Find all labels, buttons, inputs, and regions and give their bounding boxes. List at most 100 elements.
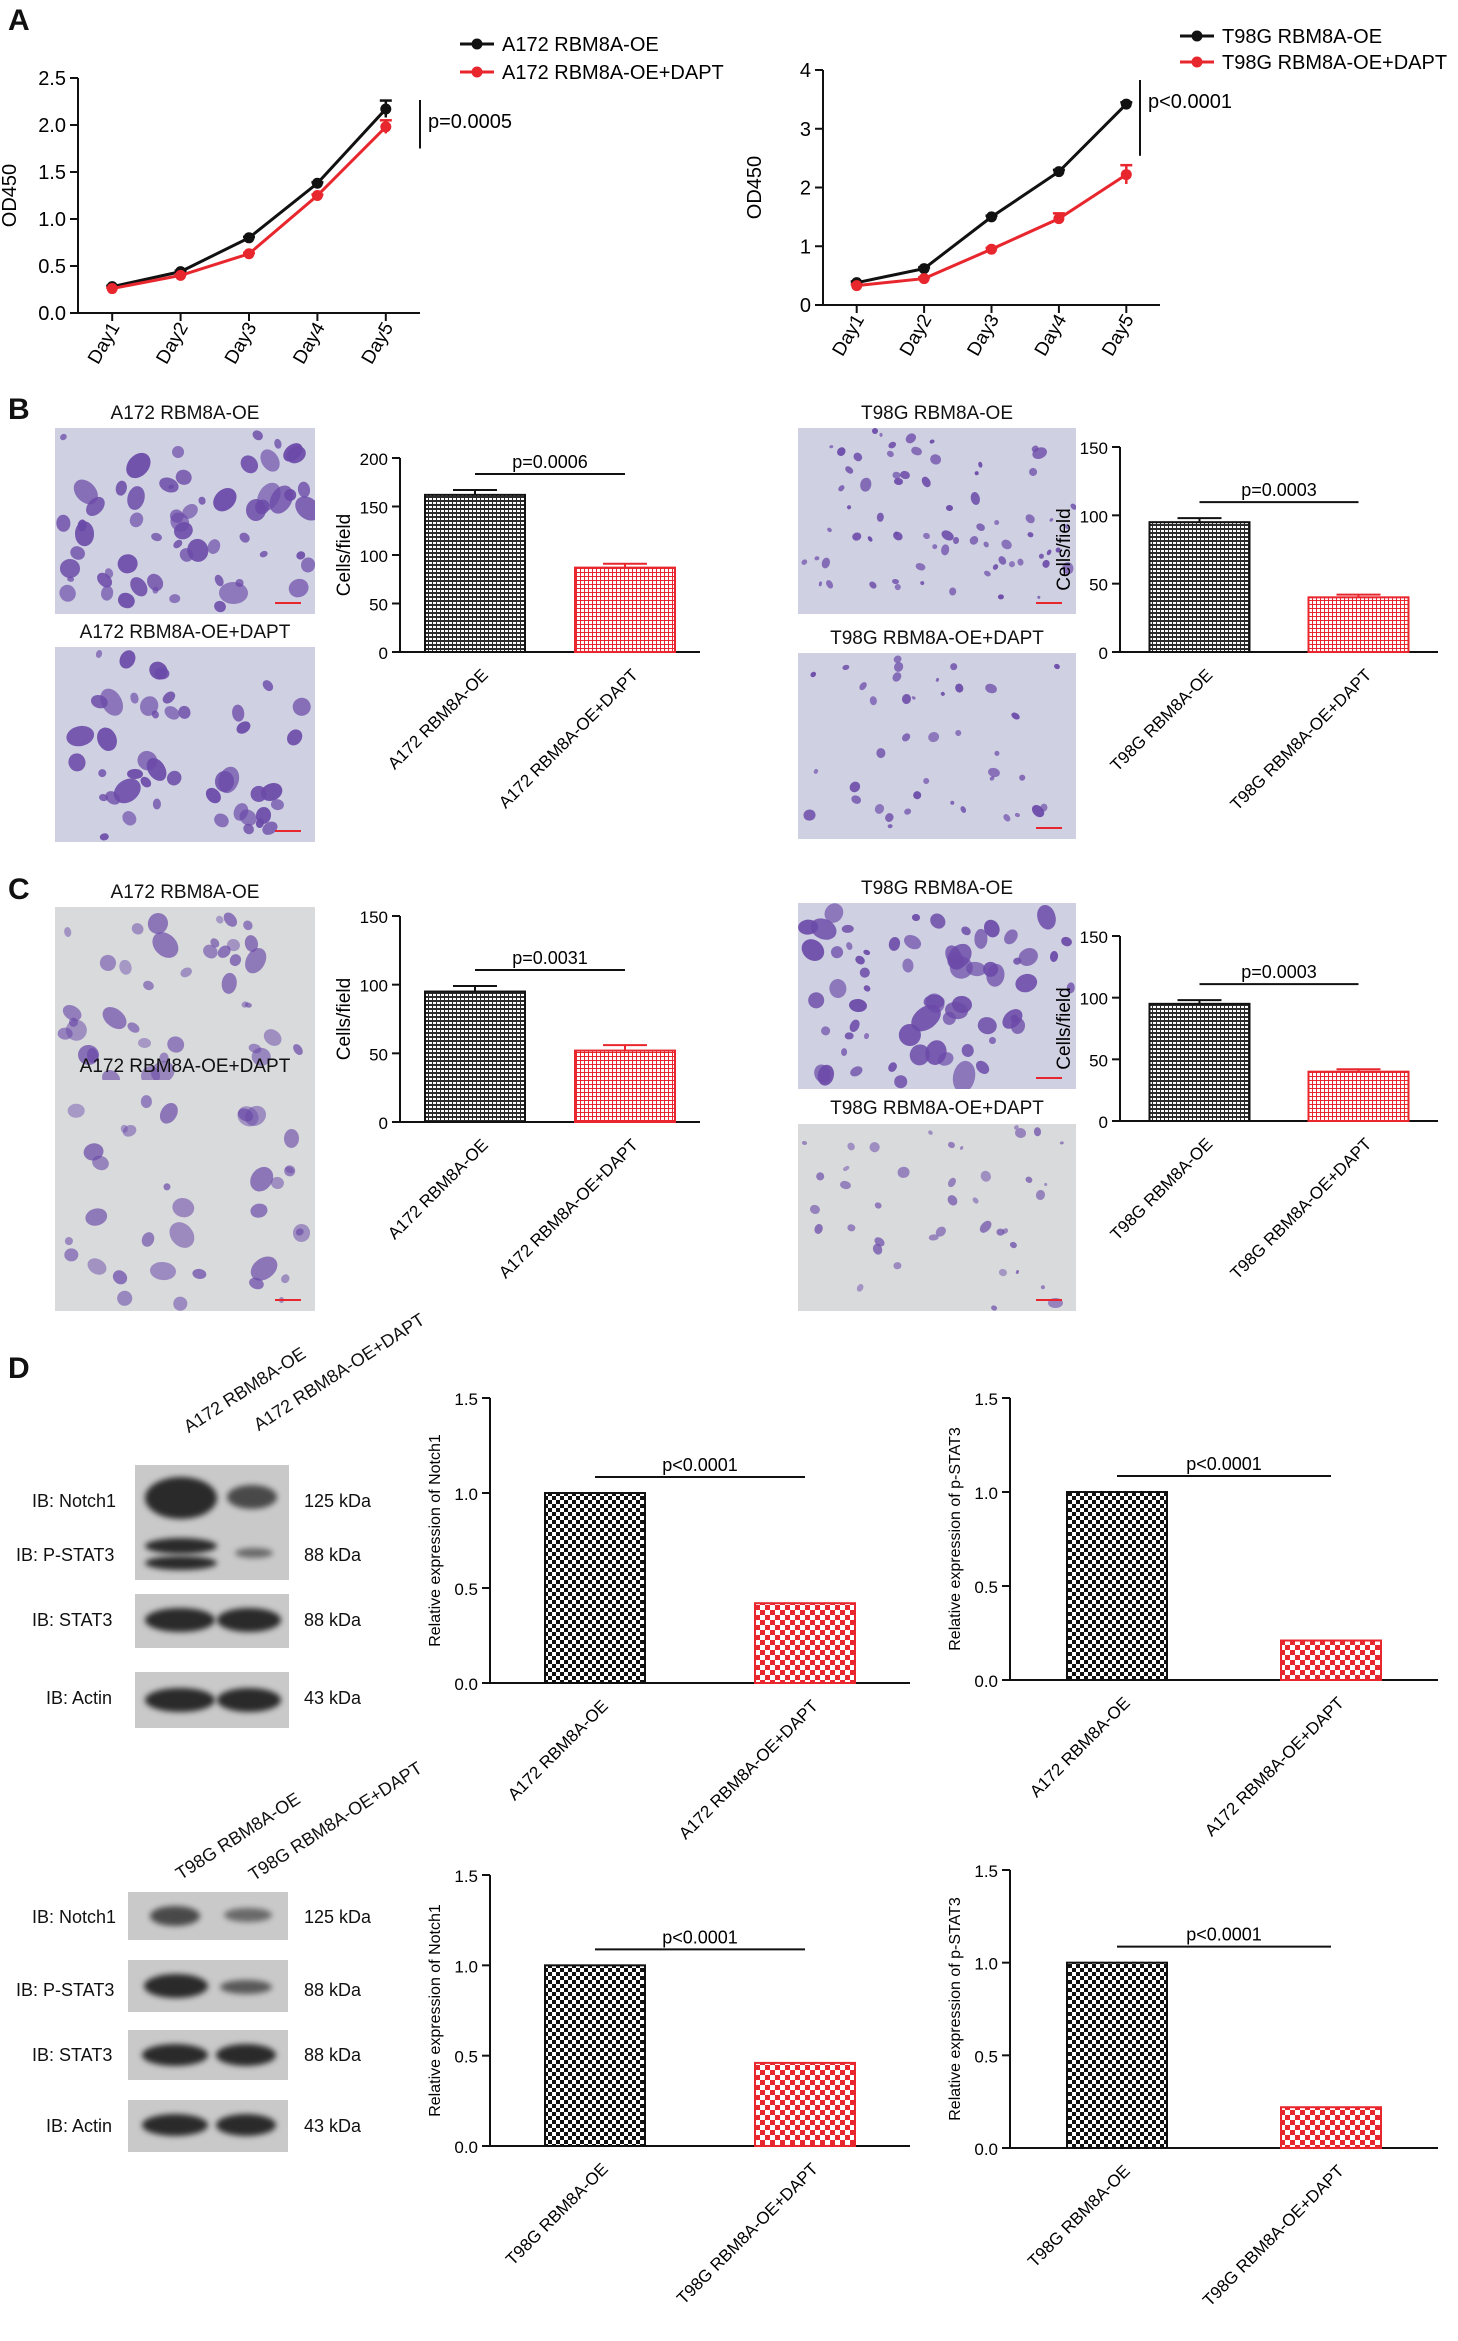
A2-legend-marker-1	[1191, 56, 1203, 68]
B1-ytick-label-3: 150	[360, 499, 388, 518]
A2-series-1-point-0	[851, 280, 863, 292]
D2-ytick-label-1: 0.5	[974, 1578, 998, 1597]
micro-image-c4	[798, 1124, 1076, 1311]
A2-series-0-point-3	[1053, 166, 1065, 178]
D4-ytick-label-3: 1.5	[974, 1862, 998, 1881]
B1-ytick-label-1: 50	[369, 596, 388, 615]
C1-ylabel: Cells/field	[334, 978, 355, 1060]
blot2-kda-stat3: 88 kDa	[304, 2045, 362, 2065]
D4-xtick-label-0: T98G RBM8A-OE	[1024, 2161, 1134, 2271]
blot2-kda-notch1: 125 kDa	[304, 1907, 372, 1927]
D4-ytick-label-2: 1.0	[974, 1955, 998, 1974]
D2-ylabel: Relative expression of p-STAT3	[947, 1427, 964, 1651]
D2-xtick-label-1: A172 RBM8A-OE+DAPT	[1201, 1693, 1348, 1840]
D1-xtick-label-1: A172 RBM8A-OE+DAPT	[675, 1696, 822, 1843]
D3-bar-0	[544, 1964, 646, 2148]
micro-label-b4: T98G RBM8A-OE+DAPT	[830, 628, 1044, 649]
D3-xtick-label-1: T98G RBM8A-OE+DAPT	[673, 2159, 822, 2308]
D4-ytick-label-1: 0.5	[974, 2047, 998, 2066]
D1-ytick-label-1: 0.5	[454, 1580, 478, 1599]
B1-pvalue: p=0.0006	[512, 452, 588, 472]
D2-xtick-label-0: A172 RBM8A-OE	[1026, 1693, 1134, 1801]
D4-ylabel: Relative expression of p-STAT3	[947, 1897, 964, 2121]
B2-ytick-label-3: 150	[1080, 439, 1108, 458]
A2-xtick-label-3: Day4	[1031, 311, 1072, 360]
micro-image-b2	[55, 647, 315, 842]
C1-pvalue: p=0.0031	[512, 948, 588, 968]
blot2-row-label-stat3: IB: STAT3	[32, 2045, 113, 2065]
A1-xtick-label-1: Day2	[153, 319, 193, 368]
A1-ytick-label-5: 2.5	[38, 68, 66, 90]
blot2-box-notch1	[128, 1892, 288, 1940]
A2-series-1-line	[856, 173, 1128, 288]
blot1-box-actin	[135, 1672, 289, 1728]
panel-letter-c: C	[8, 873, 30, 906]
blot1-kda-stat3: 88 kDa	[304, 1610, 362, 1630]
A1-xtick-label-2: Day3	[221, 319, 261, 368]
A2-ytick-label-2: 2	[800, 178, 811, 200]
D3-bar-1	[754, 2061, 856, 2147]
A2-xtick-label-2: Day3	[963, 311, 1003, 360]
micro-label-c1: A172 RBM8A-OE	[110, 882, 260, 903]
C2-pvalue: p=0.0003	[1241, 962, 1317, 982]
blot1-row-label-actin: IB: Actin	[46, 1688, 113, 1708]
D1-pvalue: p<0.0001	[662, 1455, 738, 1475]
blot1-kda-pstat3: 88 kDa	[304, 1545, 362, 1565]
micro-label-c4: T98G RBM8A-OE+DAPT	[830, 1098, 1044, 1119]
D2-bar-1	[1280, 1639, 1382, 1682]
B1-ytick-label-2: 100	[360, 547, 388, 566]
C1-ytick-label-3: 150	[360, 908, 388, 927]
C2-ylabel: Cells/field	[1054, 987, 1075, 1069]
B2-xtick-label-1: T98G RBM8A-OE+DAPT	[1227, 665, 1376, 814]
D3-ytick-label-0: 0.0	[454, 2138, 478, 2157]
C1-xtick-label-0: A172 RBM8A-OE	[384, 1135, 492, 1243]
micro-label-b2: A172 RBM8A-OE+DAPT	[79, 622, 291, 643]
C2-ytick-label-2: 100	[1080, 990, 1108, 1009]
micro-label-b1: A172 RBM8A-OE	[110, 403, 260, 424]
micro-label-c2: A172 RBM8A-OE+DAPT	[79, 1056, 291, 1077]
B1-bar-1	[574, 566, 676, 653]
blot2-box-actin	[128, 2100, 288, 2152]
A2-series-1-point-3	[1053, 213, 1065, 225]
B1-bar-0	[424, 493, 526, 653]
C1-ytick-label-2: 100	[360, 977, 388, 996]
C2-ytick-label-3: 150	[1080, 928, 1108, 947]
blot1-row-label-stat3: IB: STAT3	[32, 1610, 113, 1630]
A2-xtick-label-0: Day1	[829, 311, 869, 360]
A1-ytick-label-2: 1.0	[38, 209, 66, 231]
blot1-kda-actin: 43 kDa	[304, 1688, 362, 1708]
A2-series-0-line	[856, 103, 1128, 285]
C2-bar-0	[1148, 1002, 1251, 1122]
A1-series-1-point-3	[311, 190, 323, 201]
A1-ytick-label-4: 2.0	[38, 115, 66, 137]
D3-pvalue: p<0.0001	[662, 1927, 738, 1947]
B2-ytick-label-0: 0	[1099, 644, 1108, 663]
A2-ytick-label-3: 3	[800, 119, 811, 141]
D2-bar-0	[1066, 1491, 1168, 1681]
D3-ytick-label-3: 1.5	[454, 1867, 478, 1886]
A1-xtick-label-0: Day1	[84, 319, 124, 368]
C1-ytick-label-0: 0	[379, 1114, 388, 1133]
C2-xtick-label-1: T98G RBM8A-OE+DAPT	[1227, 1134, 1376, 1283]
A1-xtick-label-3: Day4	[289, 319, 330, 368]
C1-xtick-label-1: A172 RBM8A-OE+DAPT	[495, 1135, 642, 1282]
blot1-kda-notch1: 125 kDa	[304, 1491, 372, 1511]
micro-image-b4	[798, 653, 1076, 839]
blot1-box-notch1	[135, 1465, 289, 1535]
A1-series-1-point-1	[175, 269, 187, 281]
C2-bar-1	[1307, 1070, 1410, 1122]
A1-series-1-line	[111, 125, 387, 291]
B1-xtick-label-0: A172 RBM8A-OE	[384, 665, 492, 773]
B2-bar-1	[1307, 596, 1410, 653]
A1-legend-label-0: A172 RBM8A-OE	[502, 34, 659, 56]
A1-pvalue: p=0.0005	[428, 111, 512, 133]
panel-letter-b: B	[8, 393, 30, 426]
blot1-box-pstat3	[135, 1530, 289, 1580]
A2-legend-marker-0	[1191, 30, 1203, 42]
A2-ylabel: OD450	[744, 156, 766, 219]
C1-bar-0	[424, 990, 526, 1123]
blot1-row-label-pstat3: IB: P-STAT3	[16, 1545, 115, 1565]
micro-image-c3	[798, 903, 1076, 1089]
A1-xtick-label-4: Day5	[358, 319, 398, 368]
D3-ytick-label-2: 1.0	[454, 1957, 478, 1976]
